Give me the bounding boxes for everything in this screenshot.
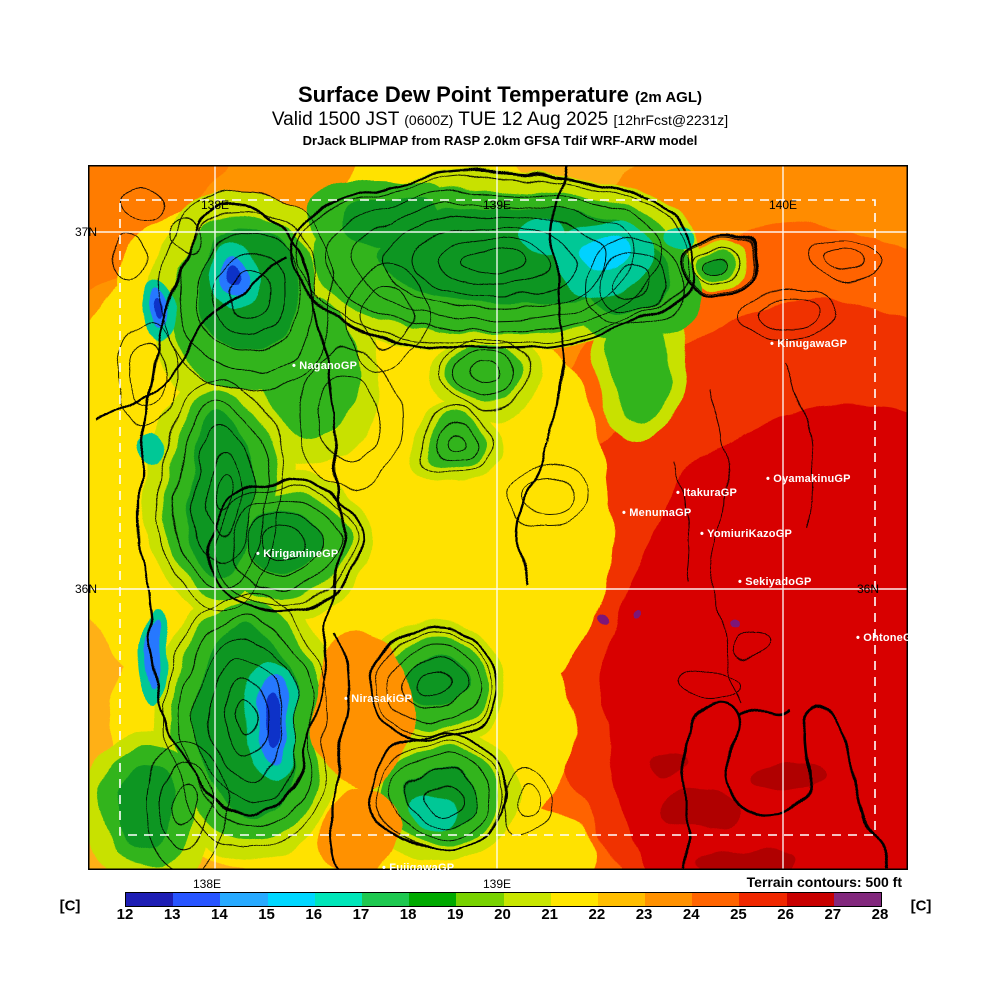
colorbar-cell [173,893,221,906]
bold-contour-layer [97,165,762,870]
dewpoint-map [88,165,908,870]
colorbar-tick: 17 [352,906,370,923]
colorbar-cell [692,893,740,906]
colorbar-tick: 22 [588,906,606,923]
colorbar-cell [645,893,693,906]
map-frame [88,165,908,870]
colorbar-tick: 27 [824,906,842,923]
valid-zulu: (0600Z) [404,112,454,129]
colorbar-tick: 13 [163,906,181,923]
valid-date: TUE 12 Aug 2025 [458,109,609,131]
colorbar-cell [126,893,174,906]
colorbar-cell [220,893,268,906]
colorbar-tick: 14 [211,906,228,923]
colorbar-tick: 24 [682,906,700,923]
colorbar-cell [267,893,315,906]
colorbar-tick: 28 [871,906,889,923]
colorbar-cell [739,893,787,906]
colorbar [125,892,882,907]
forecast-cycle: [12hrFcst@2231z] [613,112,729,129]
unit-label-right: [C] [910,897,932,915]
grid-label-bottom: 138E [192,877,222,891]
colorbar-tick: 20 [494,906,511,923]
map-canvas [88,165,908,870]
unit-label-left: [C] [59,897,81,915]
colorbar-cell [597,893,646,906]
model-domain-box [119,199,876,836]
colorbar-cell [409,893,457,906]
colorbar-tick: 21 [541,906,559,923]
colorbar-cell [456,893,504,906]
page-title: Surface Dew Point Temperature [298,82,629,107]
colorbar-cell [361,893,410,906]
colorbar-tick: 16 [305,906,323,923]
colorbar-tick: 18 [399,906,417,923]
colorbar-ticks: 12 13 14 15 16 17 18 19 20 21 22 23 24 25 26 27 28 [117,906,889,924]
title-block: Surface Dew Point Temperature (2m AGL) V… [0,82,1000,149]
model-line: DrJack BLIPMAP from RASP 2.0km GFSA Tdif… [302,133,698,149]
colorbar-tick: 23 [635,906,653,923]
colorbar-tick: 26 [777,906,794,923]
grid-label-bottom: 139E [482,877,512,891]
terrain-fill-layer [88,165,908,870]
colorbar-cell [550,893,598,906]
colorbar-tick: 19 [446,906,464,923]
colorbar-cell [786,893,834,906]
colorbar-tick: 15 [258,906,275,923]
colorbar-cell [314,893,362,906]
contour-layer [113,174,879,868]
colorbar-tick: 25 [730,906,747,923]
terrain-contour-note: Terrain contours: 500 ft [746,874,902,890]
colorbar-cell [503,893,551,906]
graticule-layer [88,165,908,870]
coastline [683,700,888,870]
colorbar-cell [833,893,881,906]
title-agl-note: (2m AGL) [635,89,702,106]
colorbar-tick: 12 [116,906,134,923]
valid-time: Valid 1500 JST [271,109,399,131]
